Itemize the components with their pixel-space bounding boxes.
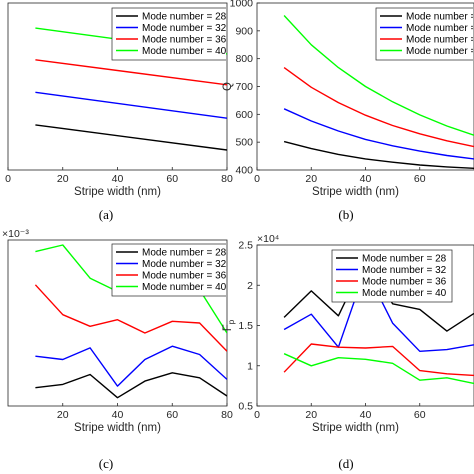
legend-box [111, 7, 226, 61]
x-tick-label: 20 [57, 409, 69, 421]
x-axis-label: Stripe width (nm) [74, 186, 161, 198]
x-tick-label: 0 [254, 409, 260, 421]
series-line-1 [35, 124, 227, 151]
y-tick-label: 900 [235, 25, 253, 37]
x-tick-label: 0 [254, 173, 260, 185]
legend-entry: Mode number = 36 [406, 35, 474, 46]
x-tick-label: 60 [166, 173, 178, 185]
series-line-2 [283, 108, 474, 160]
y-tick-label: 800 [235, 53, 253, 65]
legend-entry: Mode number = 40 [142, 282, 227, 293]
caption-d: (d) [338, 456, 353, 471]
series-line-3 [35, 59, 227, 86]
x-axis-label: Stripe width (nm) [74, 422, 161, 434]
y-tick-label: 2 [247, 280, 253, 292]
y-tick-label: 1.5 [238, 320, 253, 332]
series-line-2 [35, 345, 227, 387]
caption-b: (b) [338, 207, 353, 222]
legend-entry: Mode number = 36 [142, 35, 227, 46]
series-line-2 [35, 91, 227, 119]
series-line-3 [283, 67, 474, 148]
series-line-3 [34, 284, 227, 352]
y-axis-label: Q [222, 82, 234, 91]
series-line-3 [283, 343, 474, 377]
x-tick-label: 20 [57, 173, 69, 185]
y-tick-label: 1000 [230, 0, 254, 10]
series-line-1 [283, 140, 474, 169]
legend-entry: Mode number = 40 [362, 288, 447, 299]
x-tick-label: 80 [221, 173, 233, 185]
legend-entry: Mode number = 32 [406, 23, 474, 34]
y-tick-label: 1 [247, 360, 253, 372]
legend-entry: Mode number = 32 [142, 259, 227, 270]
y-tick-label: 600 [235, 109, 253, 121]
series-line-4 [283, 353, 474, 385]
exponent-label: ×10⁴ [257, 233, 279, 245]
legend-entry: Mode number = 28 [142, 12, 227, 23]
chart-panel-2: 0 20 40 60 400 500 600 700 800 900 1000 Stripe widt… [222, 0, 474, 198]
x-tick-label: 80 [221, 409, 233, 421]
legend-entry: Mode number = 32 [142, 23, 227, 34]
y-tick-label: 400 [235, 165, 253, 177]
legend-entry: Mode number = 36 [142, 271, 227, 282]
caption-c: (c) [99, 456, 113, 471]
chart-panel-3: 20 40 60 80 Stripe width (nm) ×10⁻³ Mode numbe… [2, 228, 233, 434]
x-axis-label: Stripe width (nm) [312, 422, 399, 434]
legend-entry: Mode number = 40 [406, 46, 474, 57]
series-line-1 [35, 372, 227, 399]
x-tick-label: 40 [112, 173, 124, 185]
x-tick-label: 60 [414, 409, 426, 421]
x-tick-label: 20 [305, 173, 317, 185]
x-tick-label: 40 [360, 409, 372, 421]
chart-panel-4: 0 20 40 60 0.5 1 1.5 2 2.5 Stripe width (nm) Fp ×10… [222, 233, 474, 434]
legend-entry: Mode number = 40 [142, 46, 227, 57]
legend-entry: Mode number = 28 [406, 12, 474, 23]
x-tick-label: 0 [5, 173, 11, 185]
caption-a: (a) [99, 207, 113, 222]
chart-panel-1: 0 20 40 60 80 Stripe width (nm) Mode number = … [5, 2, 233, 198]
legend-entry: Mode number = 28 [142, 248, 227, 259]
x-tick-label: 40 [112, 409, 124, 421]
y-tick-label: 0.5 [238, 401, 253, 413]
y-axis-label: Fp [222, 319, 236, 331]
legend-entry: Mode number = 32 [362, 265, 447, 276]
series-line-4 [283, 15, 474, 136]
legend-entry: Mode number = 28 [362, 254, 447, 265]
x-tick-label: 20 [305, 409, 317, 421]
x-axis-label: Stripe width (nm) [312, 186, 399, 198]
x-tick-label: 40 [360, 173, 372, 185]
x-tick-label: 60 [414, 173, 426, 185]
x-tick-label: 60 [166, 409, 178, 421]
y-tick-label: 700 [235, 81, 253, 93]
legend-entry: Mode number = 36 [362, 277, 447, 288]
y-tick-label: 500 [235, 137, 253, 149]
y-tick-label: 2.5 [238, 240, 253, 252]
exponent-label: ×10⁻³ [2, 228, 29, 240]
